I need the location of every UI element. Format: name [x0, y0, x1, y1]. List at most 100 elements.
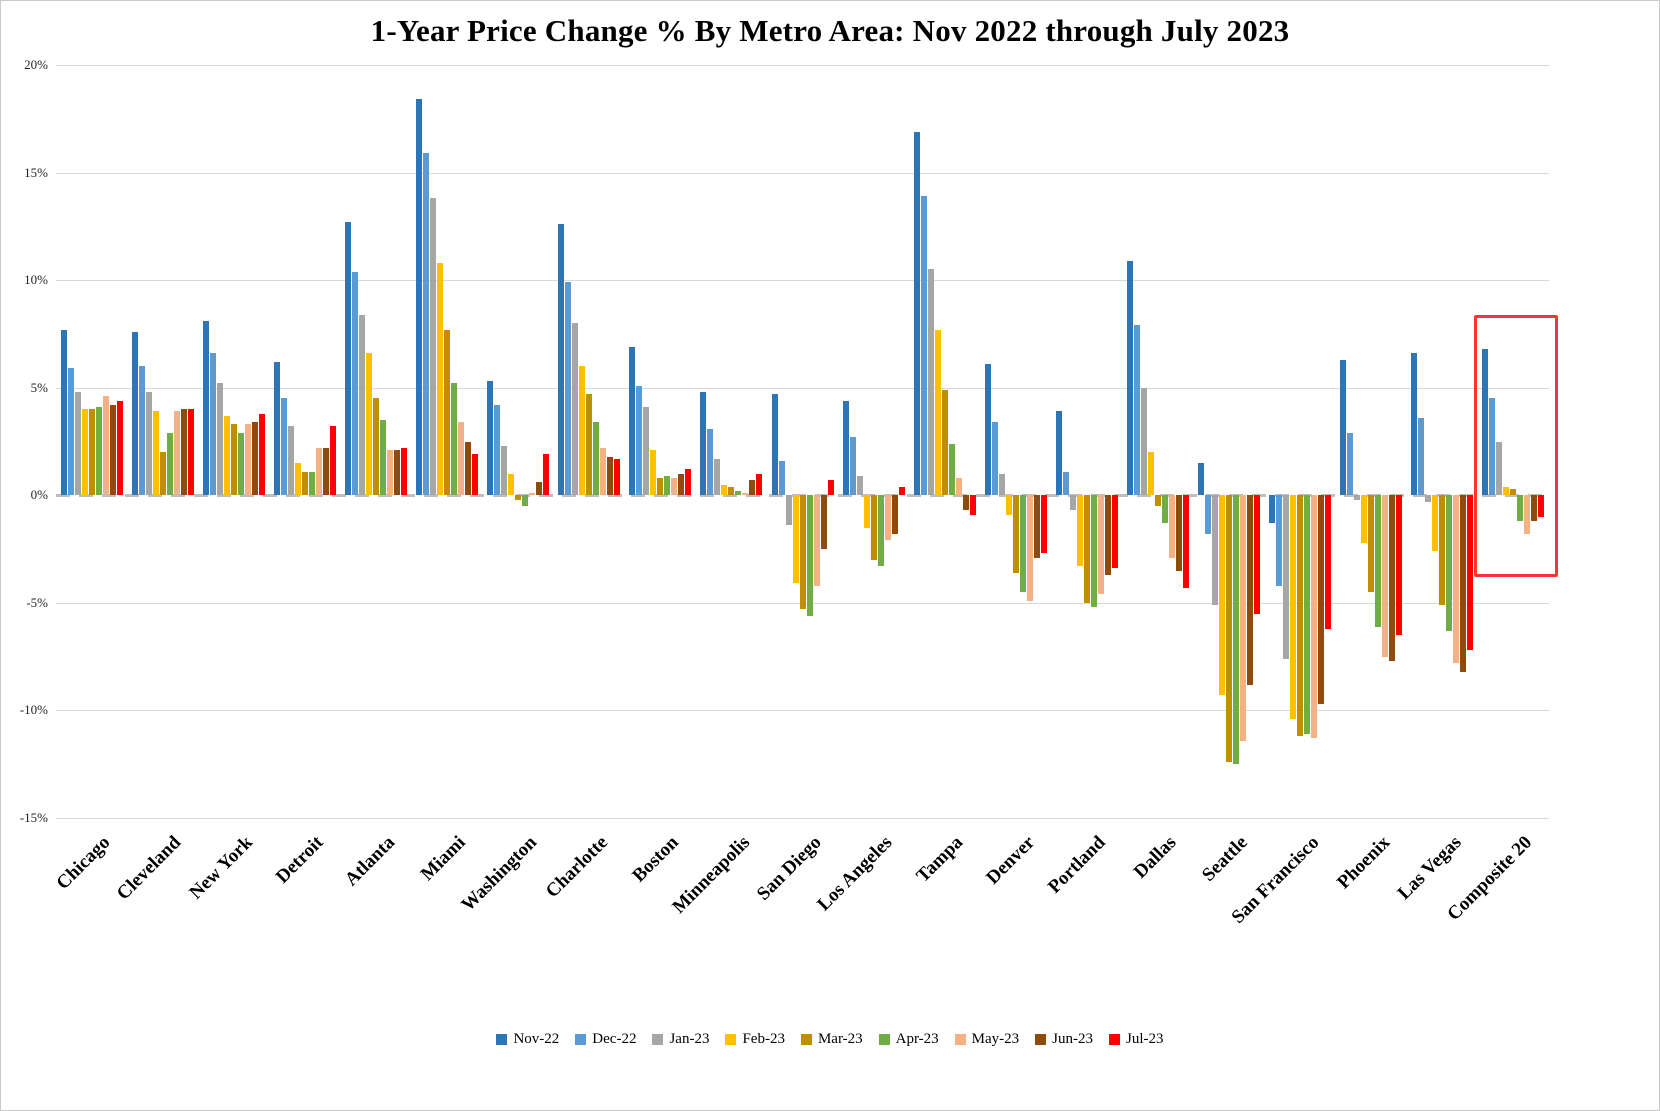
bar-Jan-23-Composite-20 — [1496, 441, 1503, 496]
bar-Jan-23-Las-Vegas — [1425, 495, 1432, 502]
bar-Feb-23-Los-Angeles — [863, 495, 870, 528]
bar-Feb-23-Tampa — [934, 329, 941, 496]
x-axis-category-label: Chicago — [52, 832, 115, 894]
bar-Jun-23-Denver — [1033, 495, 1040, 558]
bar-Mar-23-New-York — [230, 424, 237, 496]
bar-Feb-23-Portland — [1076, 495, 1083, 567]
bar-Apr-23-San-Francisco — [1304, 495, 1311, 735]
bar-May-23-Tampa — [955, 478, 962, 496]
bar-Dec-22-Portland — [1062, 471, 1069, 496]
bar-Jun-23-Los-Angeles — [891, 495, 898, 534]
bar-Jul-23-Chicago — [116, 400, 123, 496]
bar-May-23-Phoenix — [1382, 495, 1389, 657]
legend-swatch-Mar-23 — [800, 1034, 812, 1045]
bar-Jan-23-New-York — [216, 383, 223, 496]
bar-Jan-23-Boston — [643, 407, 650, 496]
bar-Mar-23-Tampa — [941, 389, 948, 496]
y-axis-tick-label: 5% — [30, 379, 48, 395]
bar-Dec-22-Seattle — [1205, 495, 1212, 534]
bar-Mar-23-Phoenix — [1368, 495, 1375, 593]
bar-Nov-22-Portland — [1055, 411, 1062, 496]
bar-Jul-23-Boston — [685, 469, 692, 496]
bar-Mar-23-Los-Angeles — [870, 495, 877, 560]
bar-Jan-23-Portland — [1069, 495, 1076, 511]
bar-Jan-23-Detroit — [287, 426, 294, 496]
bar-Apr-23-Cleveland — [166, 432, 173, 496]
bar-Apr-23-Miami — [451, 383, 458, 496]
legend-swatch-Apr-23 — [878, 1034, 890, 1045]
x-axis-category-label: Detroit — [272, 832, 328, 888]
legend-label: Dec-22 — [592, 1031, 637, 1047]
x-axis-category-label: Washington — [457, 832, 541, 916]
bar-Jun-23-Detroit — [322, 447, 329, 496]
bar-Jun-23-San-Diego — [820, 495, 827, 550]
gridline — [56, 710, 1549, 712]
legend-item-Dec-22: Dec-22 — [575, 1031, 636, 1048]
bar-Dec-22-Phoenix — [1347, 432, 1354, 496]
gridline — [56, 65, 1549, 66]
bar-Dec-22-San-Francisco — [1276, 495, 1283, 586]
legend-item-May-23: May-23 — [954, 1031, 1019, 1048]
bar-Feb-23-Detroit — [294, 463, 301, 496]
bar-Jun-23-Cleveland — [180, 409, 187, 496]
bar-Mar-23-Detroit — [301, 471, 308, 496]
legend-label: Jun-23 — [1052, 1031, 1094, 1047]
bar-Jan-23-Seattle — [1212, 495, 1219, 605]
bar-Nov-22-Charlotte — [558, 224, 565, 496]
bar-Feb-23-Phoenix — [1361, 495, 1368, 543]
bar-Jan-23-Los-Angeles — [856, 475, 863, 496]
x-axis-category-label: San Diego — [752, 832, 826, 905]
bar-Jun-23-Tampa — [962, 495, 969, 511]
chart-title: 1-Year Price Change % By Metro Area: Nov… — [370, 13, 1290, 48]
gridline — [56, 280, 1549, 282]
bar-Jun-23-Phoenix — [1389, 495, 1396, 661]
legend-label: Jan-23 — [669, 1031, 710, 1047]
bar-Jun-23-Atlanta — [393, 450, 400, 496]
bar-Nov-22-Boston — [629, 346, 636, 496]
bar-Apr-23-Seattle — [1233, 495, 1240, 765]
bar-May-23-Atlanta — [386, 450, 393, 496]
bar-Nov-22-Miami — [416, 99, 423, 496]
bar-Apr-23-Denver — [1019, 495, 1026, 593]
legend-label: Feb-23 — [742, 1031, 785, 1047]
bar-Feb-23-San-Francisco — [1290, 495, 1297, 720]
legend-swatch-Jun-23 — [1035, 1034, 1047, 1045]
bar-Jun-23-Charlotte — [607, 456, 614, 496]
legend-item-Nov-22: Nov-22 — [496, 1031, 559, 1048]
bar-Mar-23-Boston — [657, 478, 664, 496]
bar-Jul-23-San-Francisco — [1325, 495, 1332, 629]
x-axis-category-label: Las Vegas — [1393, 832, 1466, 904]
bar-Jun-23-Chicago — [109, 404, 116, 496]
bar-May-23-San-Francisco — [1311, 495, 1318, 739]
bar-May-23-Los-Angeles — [884, 495, 891, 541]
bar-Dec-22-Cleveland — [138, 366, 145, 496]
bar-Feb-23-Composite-20 — [1503, 486, 1510, 496]
bar-Mar-23-Chicago — [88, 409, 95, 496]
bar-Nov-22-Dallas — [1126, 260, 1133, 496]
bar-Feb-23-New-York — [223, 415, 230, 496]
bar-Dec-22-New-York — [209, 353, 216, 496]
bar-Jan-23-Phoenix — [1354, 495, 1361, 500]
bar-Nov-22-Washington — [487, 381, 494, 496]
bar-May-23-Miami — [458, 422, 465, 496]
y-axis-tick-label: -5% — [26, 594, 48, 610]
legend-label: Nov-22 — [513, 1031, 560, 1047]
bar-Dec-22-Chicago — [67, 368, 74, 496]
bar-Apr-23-San-Diego — [806, 495, 813, 616]
bar-Feb-23-Boston — [650, 450, 657, 496]
bar-Dec-22-Atlanta — [351, 271, 358, 496]
bar-May-23-Washington — [529, 493, 536, 496]
bar-Dec-22-Minneapolis — [707, 428, 714, 496]
bar-May-23-Las-Vegas — [1453, 495, 1460, 664]
bar-Jul-23-Las-Vegas — [1467, 495, 1474, 651]
bar-Jan-23-Charlotte — [572, 323, 579, 496]
legend-label: Mar-23 — [817, 1031, 863, 1047]
x-axis-category-label: Dallas — [1130, 832, 1181, 883]
bar-May-23-Charlotte — [600, 447, 607, 496]
bar-Jun-23-Boston — [678, 473, 685, 496]
bar-Jan-23-Chicago — [74, 392, 81, 496]
bar-Nov-22-Composite-20 — [1482, 348, 1489, 496]
bar-Dec-22-Boston — [636, 385, 643, 496]
bar-Jul-23-Cleveland — [187, 409, 194, 496]
bar-Jun-23-New-York — [251, 422, 258, 496]
